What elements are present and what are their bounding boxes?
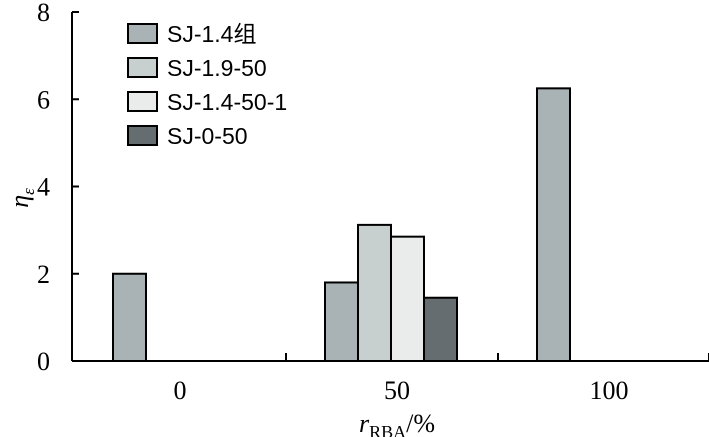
- bar-SJ-1.4-50-1-50: [390, 235, 425, 362]
- x-tick-label-100: 100: [590, 376, 629, 405]
- y-axis-title-sub: ε: [19, 188, 38, 195]
- legend-label-0: SJ-1.4组: [167, 21, 256, 47]
- bar-SJ-1.4-100: [536, 87, 571, 362]
- legend-label-2: SJ-1.4-50-1: [167, 89, 287, 115]
- y-axis-title: ηε: [5, 188, 38, 208]
- y-tick-label-2: 2: [37, 260, 50, 289]
- x-axis-title: rRBA/%: [359, 409, 435, 437]
- legend: SJ-1.4组 SJ-1.9-50 SJ-1.4-50-1 SJ-0-50: [127, 21, 287, 149]
- y-tick-label-8: 8: [37, 0, 50, 27]
- legend-swatch-2: [127, 91, 158, 112]
- bars-group: [112, 87, 571, 363]
- y-tick-label-6: 6: [37, 85, 50, 114]
- bar-SJ-1.4-50: [324, 281, 359, 363]
- x-tick-label-0: 0: [174, 376, 187, 405]
- bar-SJ-0-50-50: [423, 296, 458, 362]
- legend-swatch-0: [127, 23, 158, 44]
- x-axis-title-suffix: /%: [406, 409, 435, 437]
- legend-swatch-3: [127, 125, 158, 146]
- y-tick-label-4: 4: [37, 173, 50, 202]
- bar-SJ-1.4-0: [112, 272, 147, 362]
- axes-group: 0 2 4 6 8 0 50 100: [37, 0, 709, 405]
- x-axis-title-main: r: [359, 409, 370, 437]
- y-tick-label-0: 0: [37, 347, 50, 376]
- legend-swatch-1: [127, 57, 158, 78]
- x-tick-label-50: 50: [384, 376, 410, 405]
- legend-label-3: SJ-0-50: [167, 123, 248, 149]
- y-axis-title-main: η: [5, 195, 34, 208]
- legend-label-1: SJ-1.9-50: [167, 55, 267, 81]
- bar-SJ-1.9-50-50: [357, 223, 392, 362]
- x-axis-title-sub: RBA: [369, 422, 406, 437]
